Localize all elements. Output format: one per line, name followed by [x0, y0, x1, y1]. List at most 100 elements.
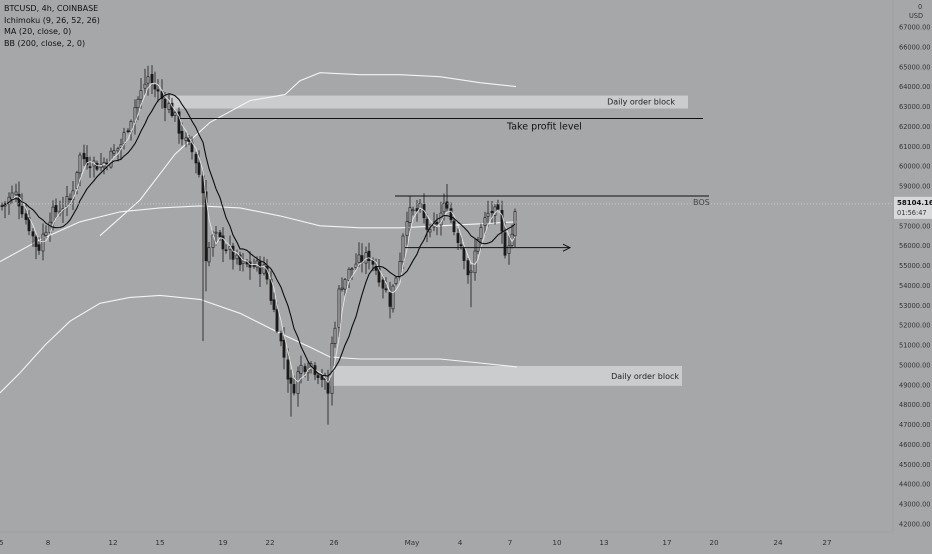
candle: [405, 211, 409, 246]
candle: [411, 206, 415, 216]
candle: [452, 216, 456, 236]
price-tick-label: 59000.00: [899, 183, 930, 191]
candle-body: [65, 196, 69, 208]
candle: [483, 211, 487, 235]
candle-body: [207, 247, 211, 263]
candle-body: [150, 73, 154, 83]
candle-body: [122, 132, 126, 144]
time-tick-label: 12: [108, 538, 117, 547]
candle-body: [167, 103, 171, 110]
candle-body: [391, 285, 395, 310]
candle: [326, 369, 330, 425]
ma-line: [1, 93, 516, 377]
candle: [170, 97, 174, 118]
indicator-ichimoku[interactable]: Ichimoku (9, 26, 52, 26): [4, 15, 100, 25]
time-tick-partial-label: 5: [0, 538, 4, 547]
candle-body: [272, 299, 276, 310]
price-tick-label: 65000.00: [899, 63, 930, 71]
candle: [173, 110, 177, 122]
candle-body: [37, 244, 41, 251]
candle: [238, 251, 242, 272]
candle-body: [340, 287, 344, 290]
candle-body: [231, 245, 235, 260]
price-tick-label: 64000.00: [899, 83, 930, 91]
candle: [272, 292, 276, 313]
order-block-top-zone: [170, 95, 688, 109]
candle-body: [136, 98, 140, 109]
candle-body: [452, 220, 456, 233]
candle-body: [258, 261, 262, 275]
candle: [493, 204, 497, 225]
candle: [218, 229, 222, 242]
candle: [507, 234, 511, 265]
candle-body: [78, 154, 82, 174]
candle-body: [411, 209, 415, 212]
candle-body: [204, 191, 208, 262]
candle-body: [241, 260, 245, 264]
time-tick-label: 19: [218, 538, 228, 547]
candle: [296, 366, 300, 407]
candle-body: [10, 192, 14, 200]
candle-body: [20, 206, 24, 215]
price-tick-label: 60000.00: [899, 163, 930, 171]
candle: [377, 259, 381, 287]
candle-body: [466, 260, 470, 276]
price-tick-label: 57000.00: [899, 222, 930, 230]
candle-body: [282, 339, 286, 358]
candle-body: [156, 89, 160, 92]
candle: [235, 249, 239, 265]
candle: [34, 234, 38, 260]
candle-body: [367, 250, 371, 262]
candle-body: [54, 205, 58, 213]
candle-body: [68, 198, 72, 201]
candle-body: [275, 309, 279, 332]
candle-body: [255, 260, 259, 268]
candle: [513, 208, 517, 248]
indicator-ma[interactable]: MA (20, close, 0): [4, 27, 72, 36]
candle-body: [500, 210, 504, 232]
candle-body: [483, 217, 487, 226]
candle-body: [24, 213, 28, 220]
candle: [456, 228, 460, 251]
price-tick-label: 62000.00: [899, 123, 930, 131]
candle: [44, 225, 48, 239]
candle-body: [364, 252, 368, 264]
time-tick-label: 17: [662, 538, 671, 547]
candle-body: [473, 250, 477, 274]
chart-legend: BTCUSD, 4h, COINBASE Ichimoku (9, 26, 52…: [4, 3, 100, 49]
candle-body: [445, 201, 449, 209]
candle-body: [435, 221, 439, 225]
candle-body: [320, 375, 324, 380]
time-tick-label: 7: [508, 538, 513, 547]
candle: [231, 242, 235, 270]
candle-body: [357, 254, 361, 263]
currency-label: USD: [909, 12, 923, 20]
candle: [320, 368, 324, 388]
candle-body: [425, 218, 429, 230]
candle-body: [503, 232, 507, 256]
candle: [445, 184, 449, 212]
candle-body: [408, 207, 412, 223]
time-tick-label: 20: [709, 538, 719, 547]
candle: [241, 253, 245, 272]
symbol-title[interactable]: BTCUSD, 4h, COINBASE: [4, 4, 99, 13]
candle: [333, 321, 337, 348]
candle-body: [180, 130, 184, 140]
candles-group: [0, 65, 517, 425]
candle: [316, 372, 320, 385]
indicator-bb[interactable]: BB (200, close, 2, 0): [4, 38, 86, 48]
time-tick-label: 13: [599, 538, 608, 547]
candle-body: [384, 288, 388, 291]
candle: [449, 202, 453, 224]
price-tick-label: 49000.00: [899, 381, 930, 389]
order-block-bottom-zone: [330, 365, 682, 386]
candle-body: [51, 206, 55, 224]
candle-body: [493, 206, 497, 216]
candle: [221, 227, 225, 263]
countdown-label: 01:56:47: [897, 209, 927, 217]
candle-body: [14, 191, 18, 196]
candle-body: [48, 221, 52, 233]
